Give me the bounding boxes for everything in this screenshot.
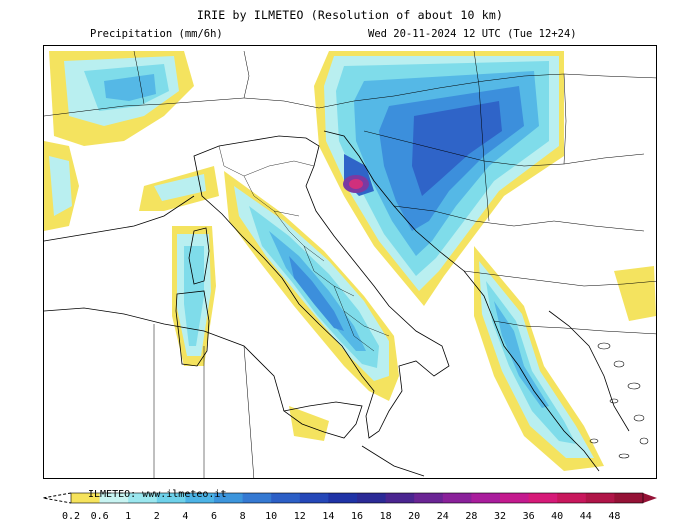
legend-tick-label: 36 [522,511,535,522]
legend-swatch [185,493,215,503]
watermark-text: ILMETEO: www.ilmeteo.it [88,489,227,500]
legend-swatch [242,493,272,503]
legend-tick-label: 44 [579,511,592,522]
variable-label: Precipitation (mm/6h) [90,28,223,40]
legend-tick-label: 48 [608,511,621,522]
map-title: IRIE by ILMETEO (Resolution of about 10 … [196,8,504,22]
legend-swatch [271,493,301,503]
legend-tick-label: 4 [182,511,189,522]
legend-tick-label: 24 [436,511,449,522]
legend-swatch [214,493,244,503]
coastlines [44,130,630,477]
legend-swatch [557,493,587,503]
legend-tick-label: 16 [350,511,364,522]
legend-swatch [528,493,558,503]
legend-tick-label: 28 [465,511,478,522]
legend-tick-label: 10 [265,511,278,522]
legend-swatch [71,493,101,503]
legend-swatch [156,493,186,503]
legend-tick-label: 1 [125,511,132,522]
legend-swatch [442,493,472,503]
legend-tick-label: 32 [493,511,507,522]
precip-intense-core [343,175,369,193]
country-borders [44,50,656,478]
legend-tick-label: 6 [210,511,218,522]
legend-lower-arrow [42,492,72,504]
legend-swatch [299,493,329,503]
legend-tick-label: 12 [293,511,306,522]
legend-upper-arrow [643,493,657,503]
legend-outline [70,492,644,504]
legend-tick-label: 20 [408,511,421,522]
valid-time-label: Wed 20-11-2024 12 UTC (Tue 12+24) [368,28,577,40]
region-borders [218,145,390,352]
legend-tick-label: 18 [379,511,392,522]
legend-swatch [614,493,644,503]
legend-tick-label: 40 [551,511,564,522]
legend-swatch [500,493,530,503]
legend-tick-label: 8 [239,511,246,522]
legend-swatch [414,493,444,503]
legend-tick-label: 0.2 [61,511,81,522]
legend-colorbar [42,492,657,504]
legend-tick-label: 0.6 [90,511,109,522]
precipitation-legend: 0.2 0.6 1 2 4 6 8 10 12 14 16 18 20 24 28 32 36 40 44 48 [42,487,657,523]
legend-swatch [328,493,358,503]
legend-swatch [385,493,415,503]
precipitation-map [43,45,657,479]
legend-swatch [585,493,615,503]
legend-tick-label: 2 [153,511,160,522]
map-canvas [44,50,656,478]
legend-swatch [128,493,158,503]
legend-swatch [99,493,129,503]
legend-tick-label: 14 [322,511,335,522]
aegean-islands [589,342,649,459]
legend-swatch [357,493,387,503]
legend-swatch [471,493,501,503]
